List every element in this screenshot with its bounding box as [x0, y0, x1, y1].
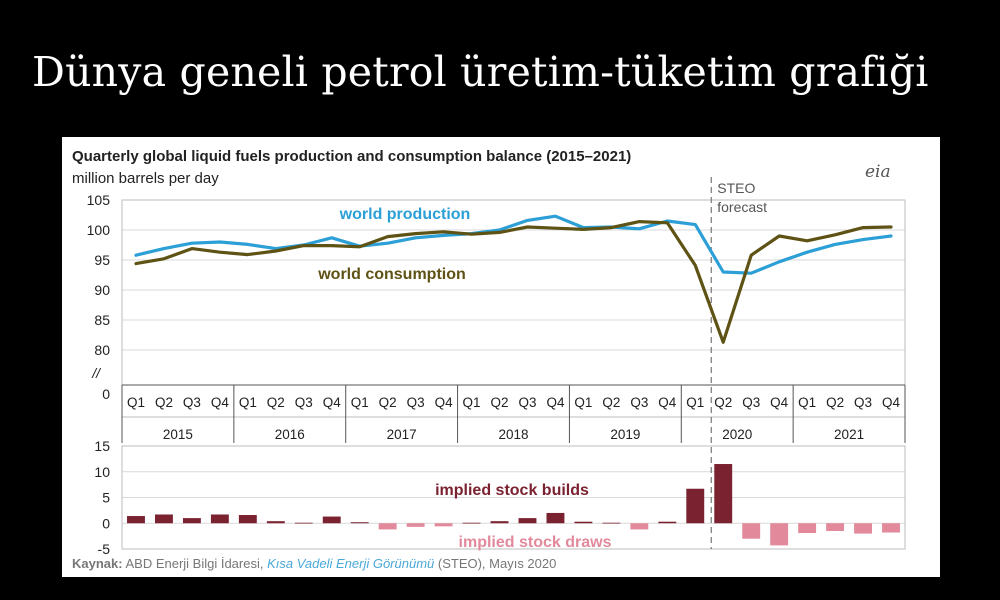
upper-ytick-label: 100 — [87, 222, 111, 238]
upper-plot-frame — [121, 199, 906, 418]
production-line — [134, 214, 893, 275]
stock-build-bar — [350, 522, 369, 524]
quarter-label: Q2 — [155, 395, 173, 410]
page-headline: Dünya geneli petrol üretim-tüketim grafi… — [32, 48, 929, 96]
year-label: 2015 — [163, 427, 193, 442]
source-agency: ABD Enerji Bilgi İdaresi, — [123, 556, 268, 571]
stock-build-bar — [322, 516, 341, 524]
stock-draw-bar — [798, 523, 817, 534]
quarter-label: Q4 — [882, 395, 901, 410]
stock-build-bar — [518, 518, 537, 524]
year-label: 2021 — [834, 427, 864, 442]
quarter-label: Q3 — [295, 395, 313, 410]
eia-logo: eia — [865, 162, 891, 182]
quarter-label: Q3 — [630, 395, 648, 410]
stock-build-bar — [574, 521, 593, 524]
year-label: 2016 — [275, 427, 305, 442]
quarter-label: Q2 — [826, 395, 844, 410]
quarter-label: Q1 — [686, 395, 704, 410]
axis-break-mark: // — [91, 365, 102, 381]
quarter-label: Q4 — [770, 395, 789, 410]
quarter-label: Q1 — [463, 395, 481, 410]
source-report: Kısa Vadeli Enerji Görünümü — [267, 556, 434, 571]
quarter-label: Q4 — [323, 395, 342, 410]
forecast-label-line2: forecast — [717, 199, 767, 215]
lower-ytick-label: 5 — [102, 490, 110, 506]
lower-ytick-label: -5 — [98, 541, 111, 557]
quarter-label: Q2 — [491, 395, 509, 410]
stock-draw-bar — [406, 523, 425, 527]
stock-build-bar — [294, 522, 313, 524]
quarter-label: Q1 — [127, 395, 145, 410]
upper-ytick-label: 95 — [94, 252, 110, 268]
stock-draw-bar — [742, 523, 761, 539]
quarter-label: Q1 — [239, 395, 257, 410]
lower-ytick-label: 15 — [94, 438, 110, 454]
stock-build-bar — [210, 514, 229, 524]
upper-ytick-label: 90 — [94, 282, 110, 298]
chart-ylabel: million barrels per day — [72, 170, 219, 187]
stock-build-bar — [714, 464, 733, 524]
quarter-label: Q3 — [854, 395, 872, 410]
production-legend-label: world production — [339, 206, 471, 223]
stock-draw-bar — [630, 523, 649, 530]
stock-build-bar — [546, 512, 565, 524]
forecast-label-line1: STEO — [717, 180, 755, 196]
quarter-label: Q4 — [211, 395, 230, 410]
source-suffix: (STEO), Mayıs 2020 — [434, 556, 556, 571]
year-label: 2020 — [722, 427, 752, 442]
lower-plot-frame — [121, 445, 906, 550]
chart-title: Quarterly global liquid fuels production… — [72, 148, 631, 165]
stock-builds-label: implied stock builds — [435, 482, 589, 499]
consumption-line — [134, 219, 893, 344]
consumption-legend-label: world consumption — [317, 266, 466, 283]
stock-draw-bar — [882, 523, 900, 533]
year-label: 2018 — [498, 427, 528, 442]
source-prefix: Kaynak: — [72, 556, 123, 571]
stock-build-bar — [154, 514, 173, 524]
year-label: 2017 — [387, 427, 417, 442]
quarter-label: Q4 — [658, 395, 677, 410]
stock-build-bar — [266, 521, 285, 524]
quarter-label: Q2 — [602, 395, 620, 410]
upper-ytick-label: 85 — [94, 312, 110, 328]
upper-ytick-label: 80 — [94, 342, 110, 358]
axis-zero-label: 0 — [102, 386, 110, 402]
stock-build-bar — [182, 518, 201, 524]
stock-draw-bar — [434, 523, 453, 527]
quarter-label: Q4 — [435, 395, 454, 410]
stock-build-bar — [238, 515, 257, 524]
quarter-label: Q2 — [714, 395, 732, 410]
stock-build-bar — [462, 522, 481, 524]
lower-ytick-label: 10 — [94, 464, 110, 480]
stock-draw-bar — [826, 523, 845, 531]
stock-build-bar — [490, 521, 509, 524]
stock-draw-bar — [854, 523, 873, 534]
chart-svg: Quarterly global liquid fuels production… — [72, 148, 906, 571]
stock-build-bar — [686, 488, 705, 524]
stock-build-bar — [602, 522, 621, 524]
quarter-label: Q3 — [742, 395, 760, 410]
stock-draw-bar — [770, 523, 789, 546]
source-note: Kaynak: ABD Enerji Bilgi İdaresi, Kısa V… — [72, 556, 556, 571]
quarter-label: Q2 — [379, 395, 397, 410]
stock-draw-bar — [378, 523, 397, 530]
quarter-label: Q1 — [351, 395, 369, 410]
chart-card: Quarterly global liquid fuels production… — [62, 137, 940, 577]
stock-draws-label: implied stock draws — [459, 534, 612, 551]
quarter-label: Q1 — [798, 395, 816, 410]
quarter-label: Q3 — [183, 395, 201, 410]
quarter-label: Q4 — [546, 395, 565, 410]
quarter-label: Q2 — [267, 395, 285, 410]
year-label: 2019 — [610, 427, 640, 442]
quarter-label: Q1 — [574, 395, 592, 410]
quarter-label: Q3 — [407, 395, 425, 410]
quarter-label: Q3 — [518, 395, 536, 410]
lower-ytick-label: 0 — [102, 515, 110, 531]
stock-build-bar — [127, 516, 145, 524]
upper-ytick-label: 105 — [87, 192, 111, 208]
stock-build-bar — [658, 521, 677, 524]
